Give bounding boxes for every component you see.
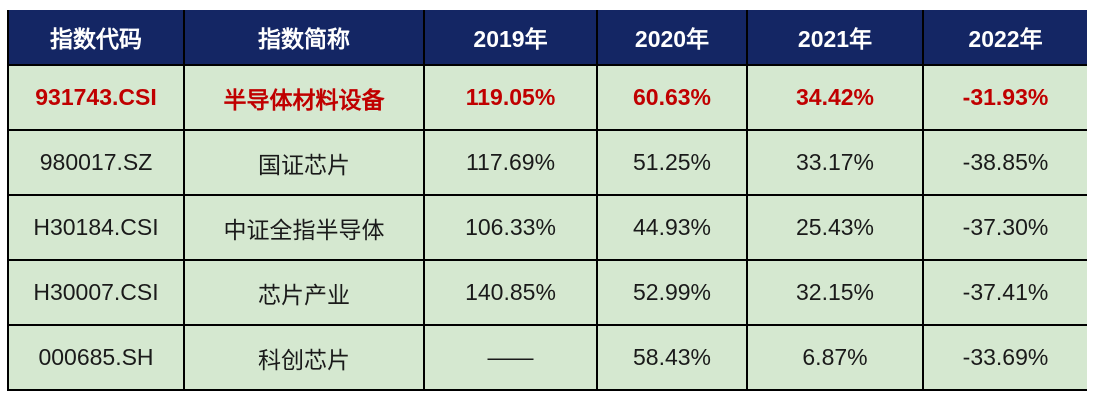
table-row-h30007: H30007.CSI 芯片产业 140.85% 52.99% 32.15% -3… xyxy=(7,259,1087,326)
cell-2020-value: 51.25% xyxy=(596,129,748,196)
table-row-h30184: H30184.CSI 中证全指半导体 106.33% 44.93% 25.43%… xyxy=(7,194,1087,261)
cell-index-code: H30007.CSI xyxy=(7,259,185,326)
cell-2021-value: 34.42% xyxy=(746,64,924,131)
col-header-index-code: 指数代码 xyxy=(7,10,185,66)
index-performance-table: 指数代码 指数简称 2019年 2020年 2021年 2022年 931743… xyxy=(7,10,1087,391)
cell-index-code: H30184.CSI xyxy=(7,194,185,261)
cell-2020-value: 60.63% xyxy=(596,64,748,131)
cell-2021-value: 32.15% xyxy=(746,259,924,326)
col-header-index-name: 指数简称 xyxy=(183,10,425,66)
table-row-980017: 980017.SZ 国证芯片 117.69% 51.25% 33.17% -38… xyxy=(7,129,1087,196)
cell-2020-value: 58.43% xyxy=(596,324,748,391)
cell-2019-value: 117.69% xyxy=(423,129,598,196)
cell-2019-value: 119.05% xyxy=(423,64,598,131)
cell-2022-value: -38.85% xyxy=(922,129,1087,196)
col-header-2020: 2020年 xyxy=(596,10,748,66)
header-row: 指数代码 指数简称 2019年 2020年 2021年 2022年 xyxy=(7,10,1087,66)
table-row-931743: 931743.CSI 半导体材料设备 119.05% 60.63% 34.42%… xyxy=(7,64,1087,131)
cell-2019-value: 106.33% xyxy=(423,194,598,261)
table-row-000685: 000685.SH 科创芯片 —— 58.43% 6.87% -33.69% xyxy=(7,324,1087,391)
cell-2022-value: -33.69% xyxy=(922,324,1087,391)
cell-2019-value: 140.85% xyxy=(423,259,598,326)
cell-index-name: 半导体材料设备 xyxy=(183,64,425,131)
cell-2020-value: 44.93% xyxy=(596,194,748,261)
cell-2022-value: -37.30% xyxy=(922,194,1087,261)
cell-2021-value: 6.87% xyxy=(746,324,924,391)
cell-2022-value: -31.93% xyxy=(922,64,1087,131)
cell-2021-value: 33.17% xyxy=(746,129,924,196)
cell-index-code: 980017.SZ xyxy=(7,129,185,196)
cell-2020-value: 52.99% xyxy=(596,259,748,326)
col-header-2022: 2022年 xyxy=(922,10,1087,66)
cell-2022-value: -37.41% xyxy=(922,259,1087,326)
col-header-2021: 2021年 xyxy=(746,10,924,66)
cell-index-name: 科创芯片 xyxy=(183,324,425,391)
cell-2019-value: —— xyxy=(423,324,598,391)
col-header-2019: 2019年 xyxy=(423,10,598,66)
cell-index-name: 国证芯片 xyxy=(183,129,425,196)
cell-index-name: 芯片产业 xyxy=(183,259,425,326)
cell-index-code: 000685.SH xyxy=(7,324,185,391)
cell-2021-value: 25.43% xyxy=(746,194,924,261)
cell-index-name: 中证全指半导体 xyxy=(183,194,425,261)
cell-index-code: 931743.CSI xyxy=(7,64,185,131)
